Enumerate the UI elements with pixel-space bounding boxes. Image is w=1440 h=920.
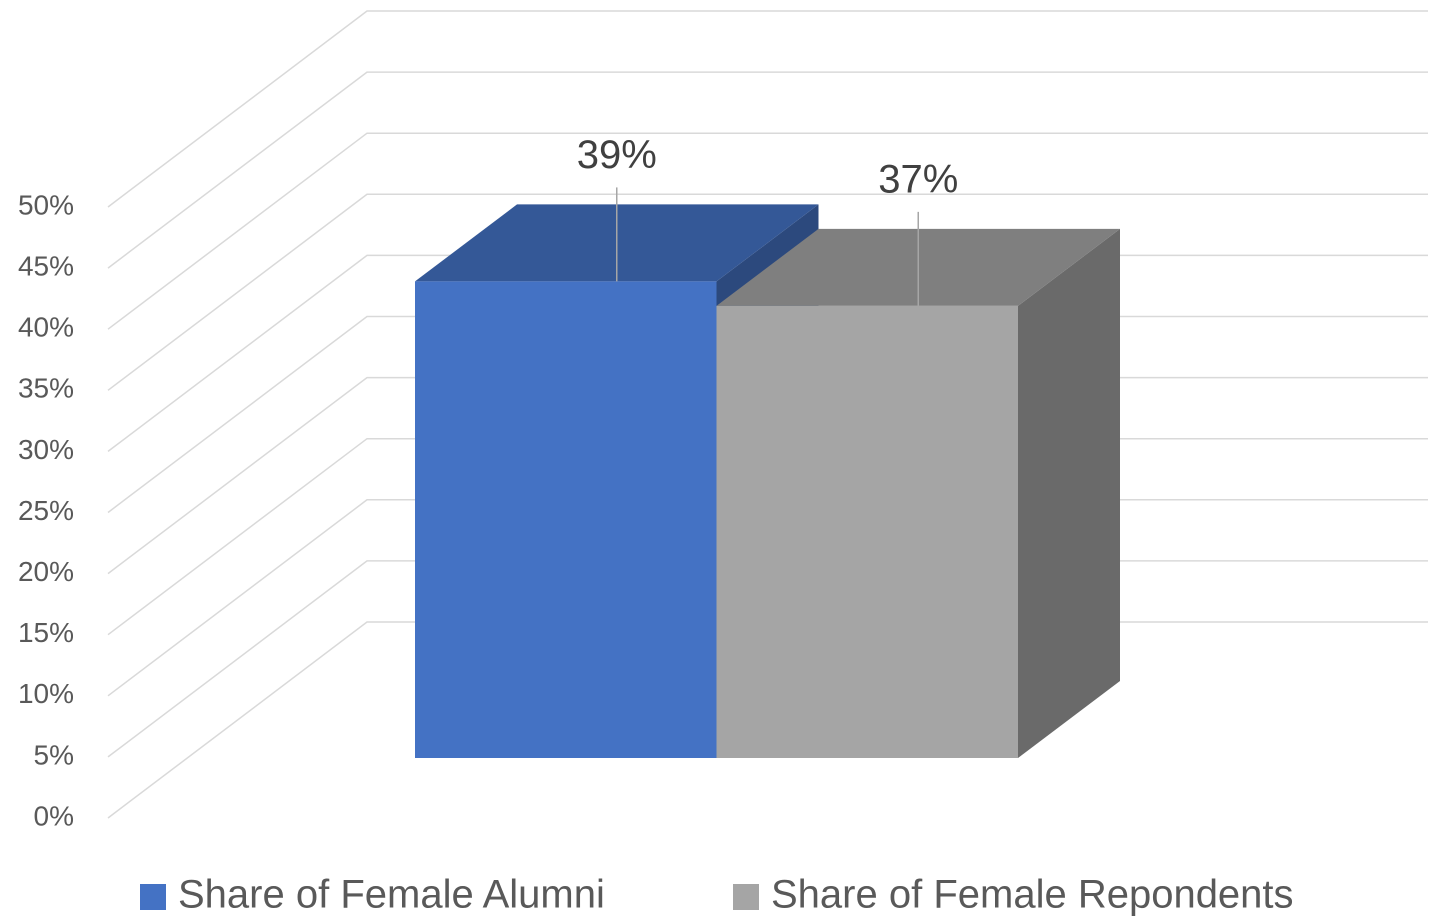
legend-label: Share of Female Repondents <box>771 873 1294 917</box>
grid-line <box>107 193 1428 391</box>
grid-line <box>107 71 1428 269</box>
y-tick-label: 45% <box>18 250 74 281</box>
bar <box>716 228 1120 759</box>
grid-line <box>107 10 1428 208</box>
bar-front <box>415 281 717 758</box>
bar-front <box>716 305 1018 758</box>
y-tick-label: 30% <box>18 434 74 465</box>
data-label: 37% <box>878 157 958 201</box>
y-tick-label: 0% <box>34 800 74 831</box>
y-tick-label: 40% <box>18 312 74 343</box>
bar-side <box>1018 228 1120 759</box>
grid-line <box>107 132 1428 330</box>
legend-label: Share of Female Alumni <box>178 873 605 917</box>
data-label: 39% <box>577 133 657 177</box>
y-tick-label: 5% <box>34 739 74 770</box>
y-tick-label: 50% <box>18 189 74 220</box>
y-tick-label: 35% <box>18 373 74 404</box>
y-tick-label: 25% <box>18 495 74 526</box>
y-tick-label: 20% <box>18 556 74 587</box>
y-tick-label: 10% <box>18 678 74 709</box>
y-tick-label: 15% <box>18 617 74 648</box>
legend-swatch <box>140 884 166 910</box>
legend-swatch <box>733 884 759 910</box>
